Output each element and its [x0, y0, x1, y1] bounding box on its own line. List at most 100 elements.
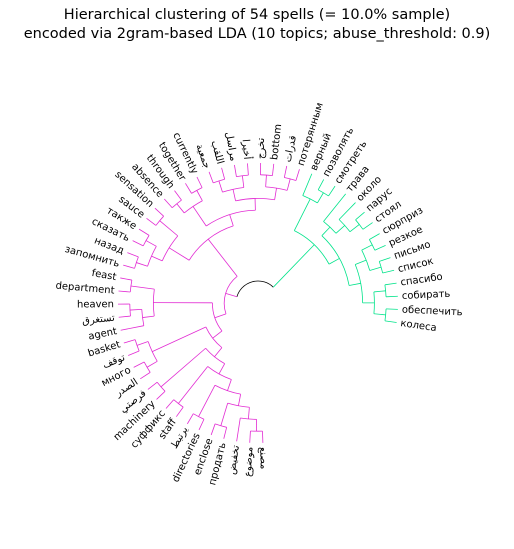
- chart-title: Hierarchical clustering of 54 spells (= …: [0, 6, 514, 44]
- dendrogram-link-81: [164, 198, 173, 208]
- dendrogram-link-30: [338, 219, 351, 232]
- leaf-label-3: спасибо: [400, 272, 444, 289]
- dendrogram-link-108: [129, 309, 142, 311]
- dendrogram-link-124: [140, 372, 151, 380]
- leaf-label-1: обеспечить: [402, 305, 463, 319]
- dendrogram-link-25: [374, 245, 386, 251]
- dendrogram-link-48: [229, 214, 234, 226]
- dendrogram-link-95: [134, 256, 139, 269]
- dendrogram-link-49: [205, 209, 256, 227]
- dendrogram-link-129: [147, 381, 158, 390]
- leaf-labels: колесаобеспечитьсобиратьспасибосписокпис…: [55, 101, 463, 486]
- dendrogram-link-9: [373, 313, 386, 316]
- dendrogram-link-68: [218, 180, 223, 193]
- dendrogram-link-4: [321, 235, 350, 286]
- dendrogram-link-87: [146, 217, 157, 226]
- dendrogram-link-127: [160, 347, 206, 388]
- dendrogram-link-62: [232, 189, 236, 201]
- dendrogram-link-149: [248, 407, 250, 420]
- dendrogram-link-84: [159, 220, 179, 237]
- dendrogram-link-97: [123, 264, 135, 269]
- dendrogram-link-119: [123, 339, 136, 344]
- dendrogram-link-11: [384, 320, 397, 323]
- leaf-label-16: قدرات: [283, 134, 299, 163]
- dendrogram-link-93: [132, 240, 144, 247]
- leaf-label-50: تخفيض: [227, 444, 242, 475]
- leaf-label-18: تخرج: [256, 138, 267, 160]
- dendrogram-link-47: [188, 225, 234, 261]
- dendrogram-link-82: [168, 247, 190, 261]
- dendrogram-link-12: [386, 308, 398, 310]
- dendrogram-link-0: [236, 280, 274, 297]
- dendrogram-link-151: [236, 417, 241, 442]
- dendrogram-link-94: [136, 262, 148, 267]
- dendrogram-link-35: [338, 202, 356, 220]
- leaf-label-20: مراسل: [223, 131, 239, 162]
- dendrogram-link-102: [130, 285, 155, 290]
- chart-title-line-1: Hierarchical clustering of 54 spells (= …: [63, 7, 451, 23]
- dendrogram-link-99: [211, 302, 223, 332]
- dendrogram-link-147: [210, 423, 216, 436]
- dendrogram-link-27: [321, 226, 331, 236]
- dendrogram-link-31: [349, 224, 360, 233]
- dendrogram-link-137: [227, 379, 232, 391]
- dendrogram-link-45: [223, 276, 238, 315]
- leaf-label-0: колеса: [400, 318, 438, 334]
- dendrogram-link-121: [146, 360, 158, 368]
- dendrogram-link-16: [384, 282, 397, 286]
- dendrogram-link-111: [118, 315, 131, 318]
- dendrogram-link-21: [382, 269, 395, 274]
- dendrogram-link-41: [328, 185, 336, 197]
- dendrogram-link-71: [208, 171, 214, 184]
- dendrogram-link-116: [147, 341, 158, 362]
- dendrogram-link-13: [373, 290, 386, 293]
- dendrogram-link-24: [369, 239, 376, 251]
- dendrogram-link-26: [369, 233, 380, 240]
- dendrogram-link-51: [235, 198, 275, 202]
- dendrogram-link-57: [283, 165, 288, 178]
- dendrogram-link-91: [142, 235, 150, 247]
- dendrogram-link-67: [234, 164, 237, 177]
- leaf-label-35: heaven: [77, 299, 114, 310]
- dendrogram-link-83: [161, 235, 179, 262]
- dendrogram-link-143: [238, 394, 242, 406]
- leaf-label-36: تستغرق: [82, 313, 116, 327]
- leaf-label-52: مصنع: [257, 447, 269, 470]
- dendrogram-link-63: [222, 187, 244, 193]
- dendrogram-link-22: [379, 257, 391, 262]
- dendrogram-link-52: [274, 188, 277, 200]
- dendrogram-link-3: [328, 258, 340, 265]
- dendrogram-link-17: [355, 259, 367, 265]
- leaf-label-51: موضوع: [243, 446, 256, 477]
- dendrogram-link-80: [174, 190, 182, 201]
- dendrogram-link-122: [143, 361, 151, 373]
- dendrogram-link-43: [302, 173, 313, 196]
- dendrogram-link-77: [185, 183, 192, 194]
- dendrogram-link-6: [354, 264, 363, 303]
- dendrogram-link-76: [196, 176, 203, 188]
- dendrogram-link-131: [218, 363, 226, 375]
- dendrogram-link-39: [317, 192, 324, 204]
- dendrogram-link-66: [247, 163, 249, 176]
- dendrogram-link-2: [294, 230, 330, 265]
- leaf-label-19: أخيرا: [240, 139, 255, 160]
- dendrogram-link-1: [272, 244, 315, 288]
- dendrogram-link-29: [335, 225, 346, 234]
- dendrogram-link-134: [173, 399, 184, 408]
- dendrogram-link-90: [145, 240, 157, 247]
- dendrogram-link-15: [386, 295, 398, 298]
- dendrogram-link-104: [120, 277, 132, 281]
- dendrogram-link-33: [362, 222, 373, 230]
- dendrogram-link-136: [175, 406, 184, 417]
- dendrogram-link-64: [241, 175, 245, 188]
- dendrogram-link-106: [142, 315, 155, 318]
- chart-title-line-2: encoded via 2gram-based LDA (10 topics; …: [23, 26, 491, 42]
- leaf-label-2: собирать: [402, 289, 451, 302]
- dendrogram-link-140: [193, 413, 205, 420]
- dendrogram-link-128: [156, 381, 166, 392]
- leaf-label-33: feast: [91, 268, 118, 283]
- dendrogram-link-114: [205, 326, 223, 348]
- dendrogram-link-37: [293, 198, 311, 231]
- dendrogram-link-44: [225, 292, 238, 298]
